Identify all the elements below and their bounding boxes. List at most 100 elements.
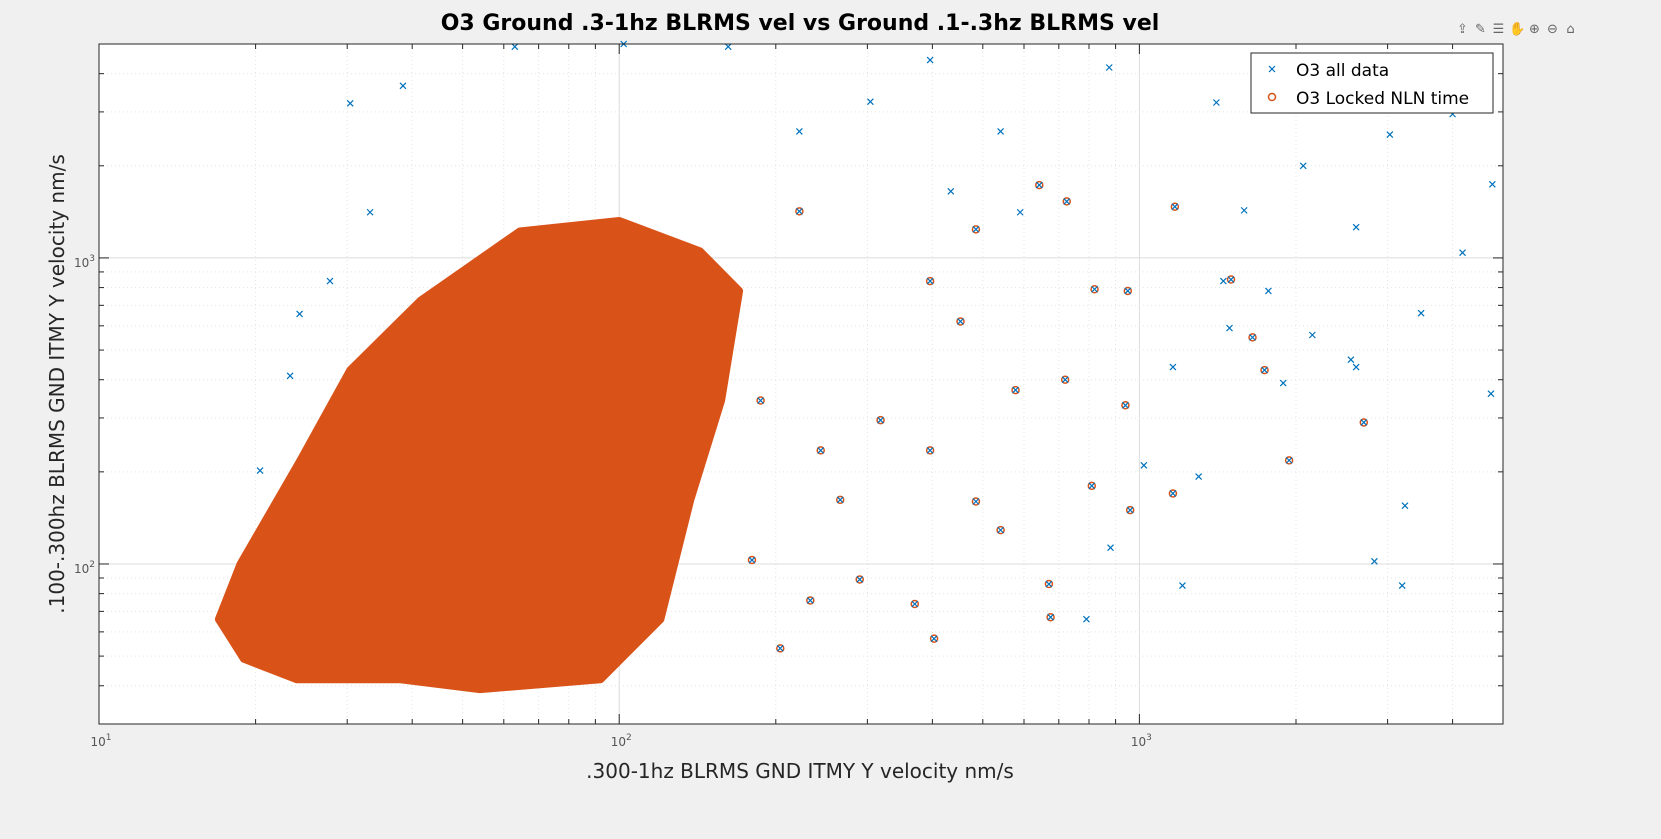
point-locked-nln: [1044, 579, 1054, 589]
x-marker-stroke: [1347, 356, 1355, 364]
point-all-data: [757, 397, 765, 404]
x-marker-stroke: [511, 43, 519, 51]
x-marker-stroke: [1169, 490, 1177, 497]
x-marker-stroke: [1398, 582, 1406, 589]
point-all-data: [1195, 473, 1203, 481]
legend-x-marker: [1268, 65, 1276, 73]
point-all-data: [1398, 582, 1406, 589]
point-all-data: [1386, 131, 1394, 138]
home-icon[interactable]: ⌂: [1566, 22, 1575, 37]
x-marker-stroke: [256, 467, 264, 474]
point-all-data: [1105, 64, 1113, 71]
y-axis-label: .100-.300hz BLRMS GND ITMY Y velocity nm…: [45, 154, 69, 613]
point-locked-nln: [910, 599, 920, 609]
point-all-data: [1370, 557, 1378, 565]
point-all-data: [1352, 223, 1360, 231]
x-tick-label: 103: [1131, 733, 1152, 749]
x-marker-stroke: [1219, 277, 1227, 285]
legend-entry-locked-nln: O3 Locked NLN time: [1296, 89, 1469, 109]
x-marker-stroke: [806, 597, 814, 604]
point-locked-nln: [925, 276, 935, 286]
point-locked-nln: [996, 525, 1005, 535]
point-all-data: [1240, 206, 1248, 214]
legend-marker-circle: [1267, 92, 1277, 102]
x-marker-stroke: [856, 576, 864, 583]
pan-icon[interactable]: ✋: [1509, 22, 1526, 37]
x-marker-stroke: [1016, 208, 1024, 216]
axes-toolbar: ⇪ ✎ ☰ ✋ ⊕ ⊖ ⌂: [1455, 22, 1578, 37]
point-all-data: [1107, 544, 1114, 552]
point-locked-nln: [971, 225, 981, 234]
point-all-data: [1169, 490, 1177, 497]
x-marker-stroke: [795, 128, 803, 135]
point-locked-nln: [956, 317, 965, 326]
point-locked-nln: [855, 575, 864, 584]
x-marker-stroke: [817, 446, 825, 454]
x-marker-stroke: [1126, 506, 1134, 514]
point-all-data: [1488, 180, 1496, 188]
x-marker-stroke: [1488, 180, 1496, 188]
point-locked-nln: [1011, 385, 1020, 395]
point-locked-nln: [971, 497, 981, 506]
point-all-data: [326, 277, 334, 285]
brush-icon[interactable]: ✎: [1475, 22, 1486, 37]
x-marker-stroke: [930, 635, 938, 643]
x-marker-stroke: [1459, 249, 1466, 257]
x-marker-stroke: [1240, 206, 1248, 214]
x-axis-label: .300-1hz BLRMS GND ITMY Y velocity nm/s: [586, 759, 1014, 783]
x-marker-stroke: [1179, 582, 1186, 589]
point-all-data: [776, 644, 784, 652]
point-all-data: [1091, 285, 1098, 293]
legend[interactable]: O3 all data O3 Locked NLN time: [1250, 52, 1494, 114]
axes-box: [98, 43, 1504, 725]
x-marker-stroke: [1212, 99, 1220, 106]
point-locked-nln: [1090, 285, 1099, 294]
point-all-data: [1169, 363, 1177, 371]
x-marker-stroke: [1195, 473, 1203, 481]
point-all-data: [1121, 401, 1129, 409]
x-marker-stroke: [1169, 363, 1177, 371]
ticks: 101 102 103 102 103: [74, 43, 1504, 749]
point-all-data: [997, 128, 1005, 135]
x-marker-stroke: [1124, 287, 1132, 295]
x-marker-stroke: [957, 318, 964, 325]
point-locked-nln: [1284, 456, 1294, 465]
point-all-data: [1012, 386, 1019, 394]
datatip-icon[interactable]: ☰: [1492, 22, 1505, 37]
legend-box: [1250, 52, 1494, 114]
x-marker-stroke: [1285, 456, 1293, 464]
point-all-data: [1261, 366, 1268, 374]
point-all-data: [1279, 379, 1287, 387]
point-all-data: [1140, 461, 1148, 469]
zoom-out-icon[interactable]: ⊖: [1547, 22, 1558, 37]
point-locked-nln: [1248, 333, 1257, 342]
x-marker-stroke: [972, 225, 980, 233]
x-marker-stroke: [757, 397, 765, 404]
export-icon[interactable]: ⇪: [1457, 22, 1468, 37]
x-marker-stroke: [748, 556, 756, 564]
point-all-data: [1227, 276, 1235, 283]
zoom-in-icon[interactable]: ⊕: [1529, 22, 1540, 37]
point-all-data: [366, 208, 374, 216]
y-tick-label: 103: [74, 254, 95, 270]
point-locked-nln: [1087, 481, 1097, 491]
point-all-data: [1459, 249, 1466, 257]
point-locked-nln: [929, 634, 939, 643]
x-marker-stroke: [1352, 223, 1360, 231]
point-all-data: [1249, 333, 1256, 341]
x-marker-stroke: [286, 372, 294, 380]
point-locked-nln: [756, 396, 765, 405]
point-locked-nln: [1060, 375, 1070, 384]
legend-circle-marker: [1267, 92, 1277, 102]
point-locked-nln: [1046, 612, 1055, 622]
x-marker-stroke: [1088, 482, 1096, 490]
x-marker-stroke: [836, 496, 844, 504]
x-tick-label: 102: [611, 733, 632, 749]
point-all-data: [930, 635, 938, 643]
point-all-data: [911, 600, 919, 608]
x-marker-stroke: [1226, 324, 1233, 332]
point-all-data: [1061, 376, 1069, 384]
chart-title: O3 Ground .3-1hz BLRMS vel vs Ground .1-…: [441, 11, 1160, 36]
point-locked-nln: [747, 555, 757, 565]
